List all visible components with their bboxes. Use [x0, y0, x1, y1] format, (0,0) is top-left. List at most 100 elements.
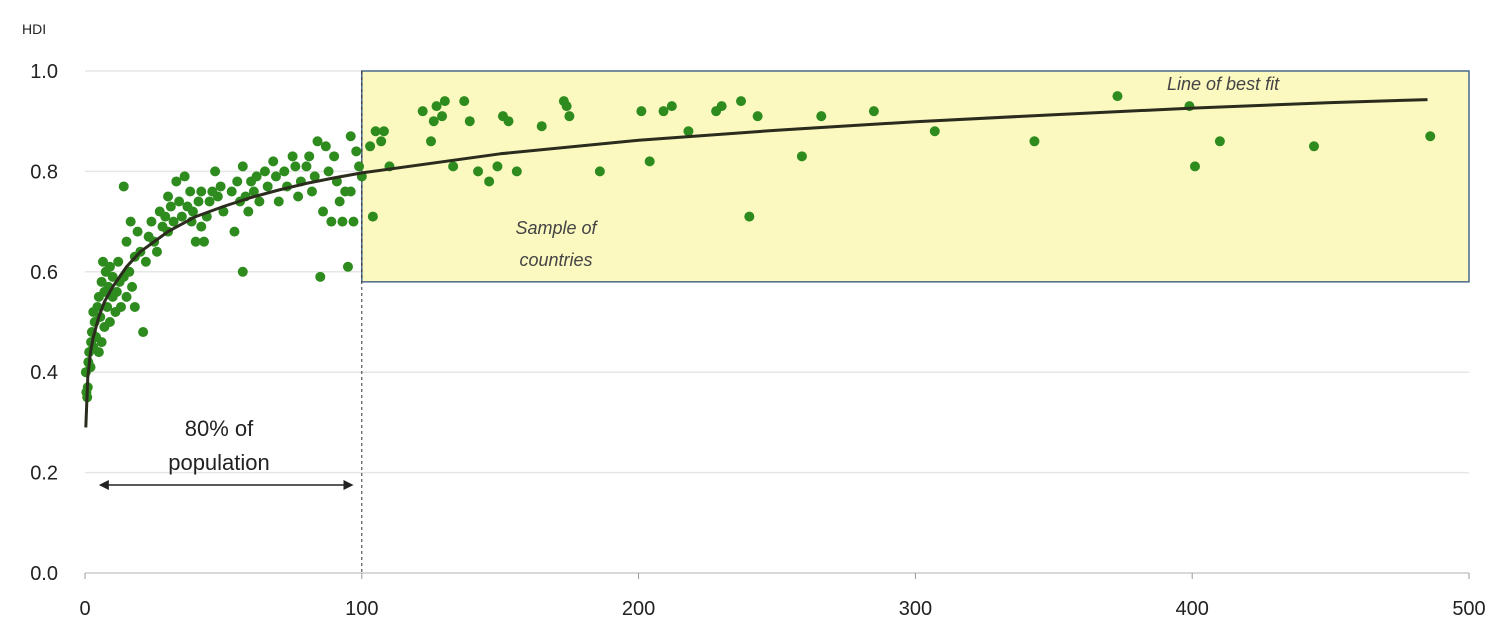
- y-tick-label: 1.0: [30, 61, 58, 83]
- data-point: [437, 111, 448, 122]
- data-point: [237, 266, 248, 277]
- axes: 0 100 200 300 400 500 0.0 0.2 0.4 0.6 0.8 1.0: [30, 61, 1486, 620]
- data-point: [190, 236, 201, 247]
- data-point: [132, 226, 143, 237]
- data-point: [345, 131, 356, 142]
- data-point: [644, 156, 655, 167]
- data-point: [1308, 141, 1319, 152]
- data-point: [439, 96, 450, 107]
- data-point: [1214, 136, 1225, 147]
- data-point: [212, 191, 223, 202]
- data-point: [171, 176, 182, 187]
- data-point: [121, 291, 132, 302]
- data-point: [1029, 136, 1040, 147]
- data-point: [196, 221, 207, 232]
- data-point: [426, 136, 436, 147]
- data-point: [287, 151, 298, 162]
- data-point: [187, 206, 198, 217]
- data-point: [816, 111, 827, 122]
- data-point: [428, 116, 439, 127]
- data-point: [658, 106, 669, 117]
- data-point: [459, 96, 470, 107]
- data-point: [279, 166, 290, 177]
- sample-of-countries-box: [361, 70, 1470, 283]
- data-point: [168, 216, 179, 227]
- data-point: [351, 146, 362, 157]
- y-tick-label: 0.6: [30, 262, 58, 284]
- data-point: [306, 186, 317, 197]
- data-point: [273, 196, 284, 207]
- data-point: [118, 181, 129, 192]
- data-point: [716, 101, 727, 112]
- data-point: [367, 211, 378, 222]
- data-point: [378, 126, 389, 137]
- data-point: [484, 176, 495, 187]
- data-point: [174, 196, 185, 207]
- data-point: [365, 141, 376, 152]
- line-of-best-fit: [84, 98, 1428, 428]
- x-tick-label: 400: [1176, 598, 1209, 620]
- population-label-line1: 80% of: [185, 416, 254, 441]
- data-point: [138, 327, 149, 338]
- data-point: [536, 121, 547, 132]
- data-point: [165, 201, 176, 212]
- x-tick-label: 500: [1452, 598, 1485, 620]
- data-point: [370, 126, 381, 137]
- data-point: [97, 256, 108, 267]
- data-point: [262, 181, 273, 192]
- data-point: [683, 126, 694, 137]
- data-point: [868, 106, 879, 117]
- x-tick-label: 0: [79, 598, 90, 620]
- data-point: [163, 191, 174, 202]
- data-point: [96, 337, 107, 348]
- data-point: [199, 236, 210, 247]
- data-point: [115, 301, 126, 312]
- data-point: [185, 186, 196, 197]
- population-label-line2: population: [168, 450, 270, 475]
- data-point: [354, 161, 365, 172]
- data-point: [243, 206, 254, 217]
- data-point: [326, 216, 337, 227]
- data-point: [315, 271, 326, 282]
- data-point: [204, 196, 215, 207]
- data-point: [254, 196, 265, 207]
- data-point: [376, 136, 387, 147]
- data-point: [215, 181, 226, 192]
- data-point: [473, 166, 484, 177]
- data-point: [636, 106, 647, 117]
- data-point: [752, 111, 763, 122]
- data-point: [113, 256, 124, 267]
- data-point: [561, 101, 572, 112]
- data-point: [93, 347, 104, 358]
- data-point: [124, 266, 135, 277]
- data-point: [268, 156, 279, 167]
- data-point: [210, 166, 221, 177]
- data-point: [96, 276, 107, 287]
- data-point: [301, 161, 312, 172]
- data-point: [666, 101, 677, 112]
- data-point: [193, 196, 204, 207]
- data-point: [329, 151, 340, 162]
- data-point: [259, 166, 270, 177]
- data-point: [309, 171, 320, 182]
- y-axis-label: HDI: [22, 21, 46, 37]
- data-point: [129, 301, 140, 312]
- data-point: [929, 126, 940, 137]
- data-point: [196, 186, 207, 197]
- data-point: [417, 106, 428, 117]
- data-point: [293, 191, 304, 202]
- data-point: [511, 166, 522, 177]
- arrow-head-left: [98, 480, 109, 490]
- data-point: [1425, 131, 1436, 142]
- sample-label-line1: Sample of: [515, 218, 598, 238]
- data-point: [342, 261, 353, 272]
- data-point: [232, 176, 243, 187]
- data-point: [92, 301, 103, 312]
- data-point: [1112, 91, 1123, 102]
- data-point: [503, 116, 514, 127]
- data-point: [323, 166, 334, 177]
- data-point: [312, 136, 323, 147]
- data-point: [111, 286, 122, 297]
- data-point: [492, 161, 503, 172]
